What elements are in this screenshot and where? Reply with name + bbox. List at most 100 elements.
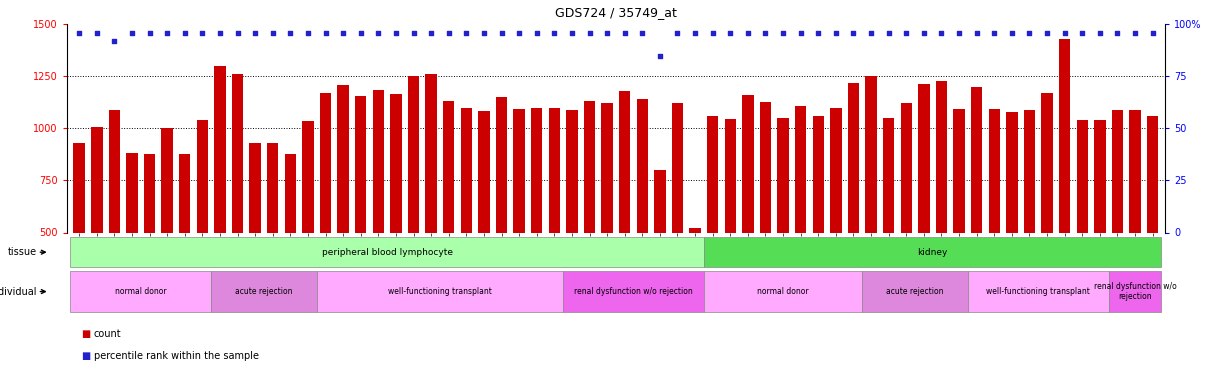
Bar [795,105,806,337]
Bar [1076,120,1088,337]
Bar [1059,39,1070,337]
Point [227,30,247,36]
Bar [862,271,968,312]
Point [69,30,89,36]
Point [545,30,564,36]
Bar [461,108,472,337]
Point [790,30,810,36]
Point [615,30,635,36]
Point [985,30,1004,36]
Bar [337,85,349,337]
Bar [725,119,736,337]
Point [844,30,863,36]
Bar [637,99,648,337]
Bar [496,97,507,337]
Point [826,30,845,36]
Text: well-functioning transplant: well-functioning transplant [388,287,492,296]
Point [703,30,722,36]
Point [914,30,934,36]
Point [192,30,212,36]
Point [1002,30,1021,36]
Point [1055,30,1075,36]
Point [368,30,388,36]
Bar [73,143,85,337]
Point [333,30,353,36]
Text: renal dysfunction w/o rejection: renal dysfunction w/o rejection [574,287,693,296]
Point [157,30,176,36]
Text: tissue: tissue [7,247,36,257]
Bar [777,118,789,337]
Bar [179,154,191,337]
Point [263,30,282,36]
Bar [126,153,137,337]
Bar [1109,271,1161,312]
Text: percentile rank within the sample: percentile rank within the sample [94,351,259,361]
Point [738,30,758,36]
Text: individual: individual [0,286,36,297]
Point [491,30,511,36]
Bar [671,104,683,337]
Bar [91,128,102,337]
Text: well-functioning transplant: well-functioning transplant [986,287,1091,296]
Point [809,30,828,36]
Point [773,30,793,36]
Point [1108,30,1127,36]
Bar [426,74,437,337]
Point [527,30,546,36]
Point [597,30,617,36]
Bar [968,271,1109,312]
Bar [71,237,704,267]
Bar [390,94,401,337]
Bar [602,104,613,337]
Point [721,30,741,36]
Point [88,30,107,36]
Text: count: count [94,329,122,339]
Bar [866,76,877,337]
Bar [970,87,983,337]
Text: normal donor: normal donor [758,287,809,296]
Bar [1024,110,1035,337]
Text: acute rejection: acute rejection [235,287,293,296]
Point [316,30,336,36]
Point [123,30,142,36]
Point [210,30,230,36]
Point [105,38,124,44]
Bar [478,111,490,337]
Bar [883,118,895,337]
Bar [704,237,1161,267]
Text: ■: ■ [81,329,91,339]
Point [756,30,776,36]
Bar [1041,93,1053,337]
Point [686,30,705,36]
Point [668,30,687,36]
Point [879,30,899,36]
Bar [316,271,563,312]
Bar [249,143,261,337]
Point [1125,30,1144,36]
Bar [214,66,226,337]
Point [632,30,652,36]
Bar [548,108,561,337]
Point [1073,30,1092,36]
Point [931,30,951,36]
Point [1090,30,1109,36]
Point [580,30,599,36]
Bar [108,110,120,337]
Bar [407,76,420,337]
Bar [143,154,156,337]
Text: normal donor: normal donor [116,287,167,296]
Point [950,30,969,36]
Point [474,30,494,36]
Bar [831,108,841,337]
Point [456,30,475,36]
Bar [268,143,278,337]
Bar [689,228,700,337]
Bar [848,82,860,337]
Text: acute rejection: acute rejection [886,287,944,296]
Bar [812,116,824,337]
Bar [513,109,525,337]
Bar [567,110,578,337]
Bar [706,116,719,337]
Point [1143,30,1162,36]
Bar [936,81,947,337]
